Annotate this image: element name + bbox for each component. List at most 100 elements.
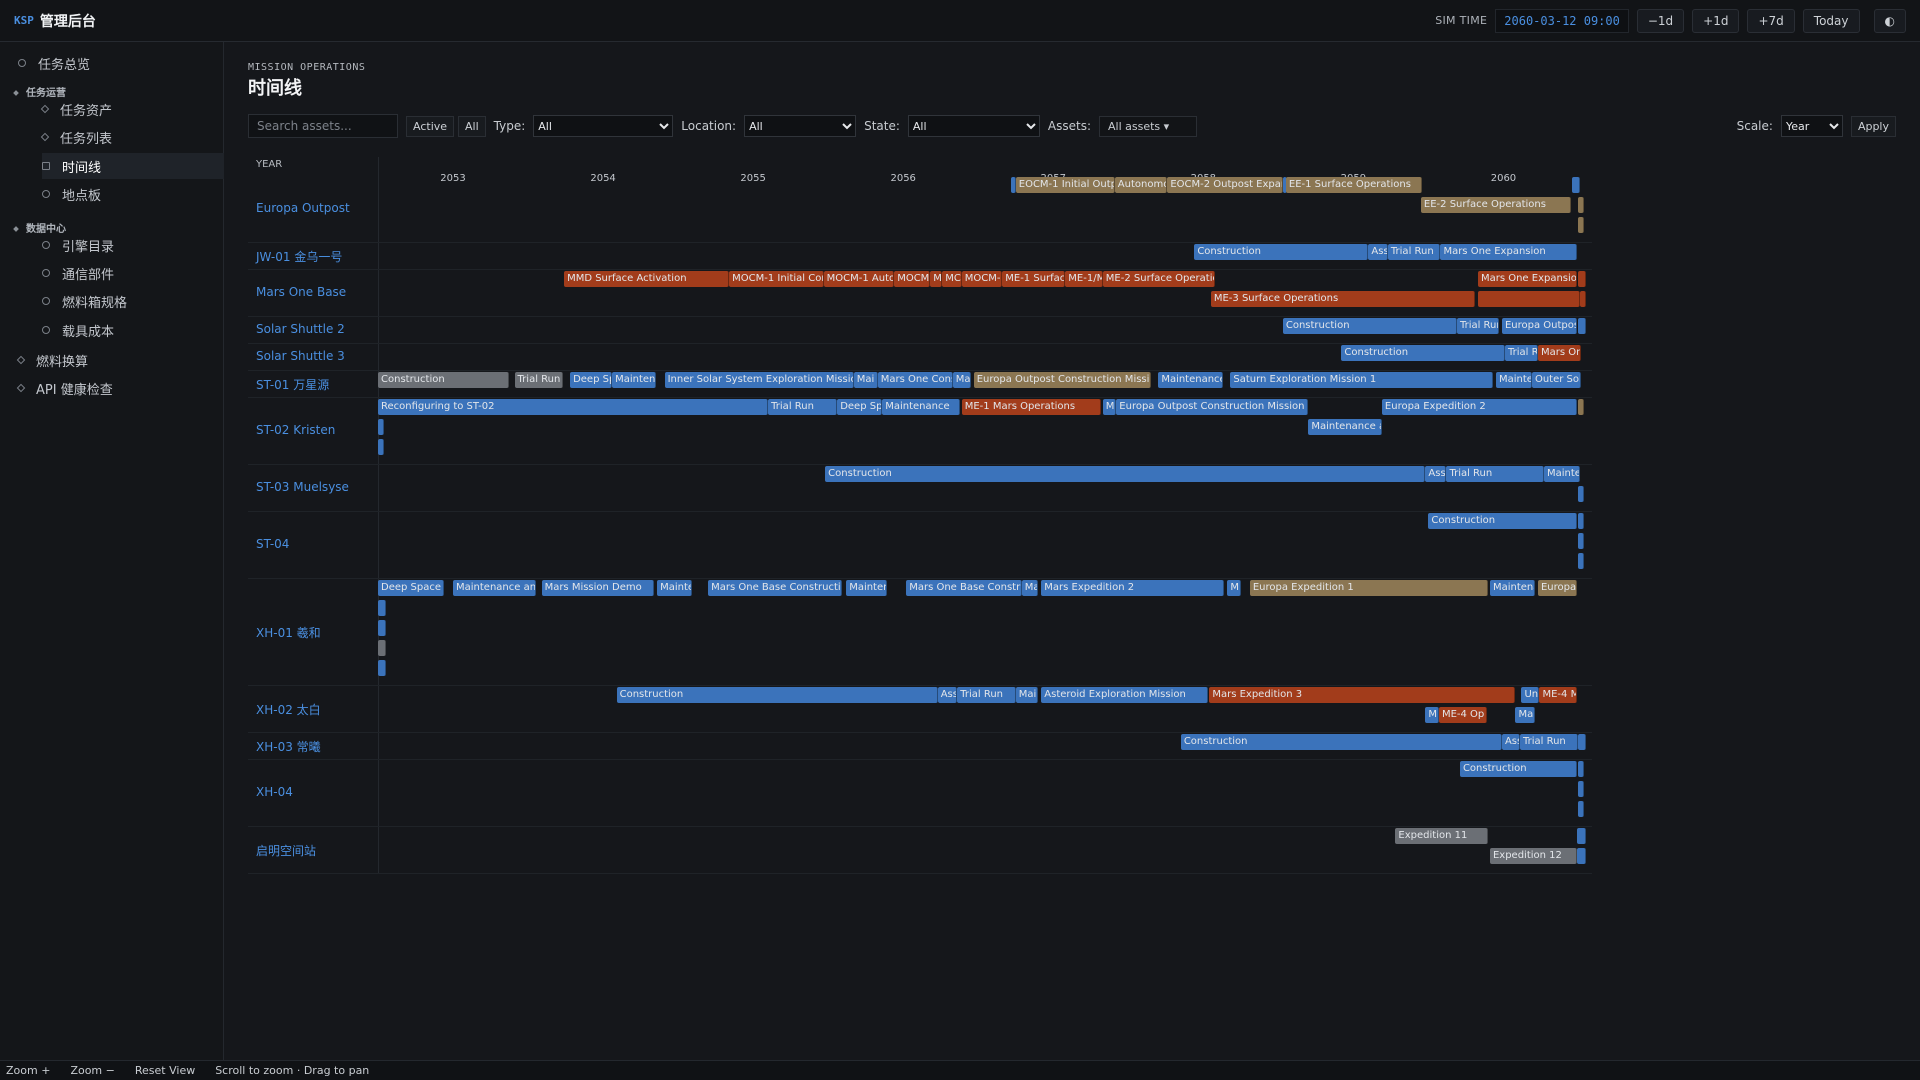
timeline-bar[interactable]: EE-2 Surface Operations xyxy=(1420,197,1571,213)
timeline-bar[interactable]: Asteroid Exploration Mission xyxy=(1041,687,1208,703)
timeline-bar[interactable] xyxy=(1579,291,1586,307)
timeline-bar[interactable]: MOCM-2 xyxy=(961,271,1003,287)
timeline-bar[interactable] xyxy=(1011,177,1016,193)
timeline-bar[interactable]: MMD Surface Activation xyxy=(564,271,730,287)
timeline-bar[interactable]: Saturn Exploration Mission 1 xyxy=(1230,372,1493,388)
timeline-bar[interactable]: Construction xyxy=(616,687,938,703)
location-select[interactable]: All xyxy=(744,115,857,137)
row-label[interactable]: Mars One Base xyxy=(256,284,347,299)
today-button[interactable]: Today xyxy=(1802,8,1860,33)
row-label[interactable]: ST-01 万星源 xyxy=(256,377,330,392)
timeline-bar[interactable] xyxy=(1477,291,1580,307)
timeline-bar[interactable]: M xyxy=(930,271,943,287)
nav-item[interactable]: 燃料换算 xyxy=(16,347,88,373)
step-day-button[interactable]: +1d xyxy=(1692,8,1740,33)
timeline-bar[interactable]: Construction xyxy=(1194,244,1369,260)
timeline-bar[interactable]: Ass xyxy=(1425,466,1447,482)
type-select[interactable]: All xyxy=(533,115,674,137)
filter-all[interactable]: All xyxy=(458,115,486,137)
assets-dropdown[interactable]: All assets ▾ xyxy=(1099,115,1197,137)
timeline-bar[interactable]: Trial Run xyxy=(1387,244,1441,260)
timeline-bar[interactable]: Mars One Base Construction xyxy=(906,580,1022,596)
nav-item[interactable]: 燃料箱规格 xyxy=(42,288,127,314)
nav-item[interactable]: 载具成本 xyxy=(42,317,114,343)
timeline-bar[interactable]: EE-1 Surface Operations xyxy=(1285,177,1423,193)
timeline-bar[interactable]: MOCM-1 Autonomous xyxy=(823,271,895,287)
nav-item[interactable]: 任务总览 xyxy=(18,50,90,76)
timeline-bar[interactable] xyxy=(1578,513,1585,529)
timeline-bar[interactable]: ME-2 Surface Operations xyxy=(1102,271,1216,287)
timeline-bar[interactable]: Construction xyxy=(378,372,509,388)
timeline-bar[interactable]: Europa Expedition 2 xyxy=(1381,399,1577,415)
timeline-bar[interactable] xyxy=(378,640,386,656)
timeline-bar[interactable]: Deep Space Test xyxy=(378,580,445,596)
timeline-bar[interactable]: Outer Solar xyxy=(1531,372,1582,388)
row-label[interactable]: XH-03 常曦 xyxy=(256,739,321,754)
timeline-bar[interactable]: Maintenance xyxy=(1489,580,1535,596)
row-label[interactable]: ST-02 Kristen xyxy=(256,422,336,437)
timeline-bar[interactable]: Trial Run xyxy=(768,399,838,415)
timeline-bar[interactable]: Ass xyxy=(937,687,958,703)
timeline-bar[interactable]: Maintenance xyxy=(657,580,692,596)
timeline-bar[interactable]: Europa Outpost Construction Mission 1 xyxy=(973,372,1151,388)
timeline-bar[interactable] xyxy=(1576,848,1586,864)
timeline-bar[interactable] xyxy=(378,620,386,636)
nav-group[interactable]: 数据中心 xyxy=(14,220,66,235)
filter-active[interactable]: Active xyxy=(406,115,455,137)
nav-item[interactable]: 地点板 xyxy=(42,181,101,207)
timeline-bar[interactable]: Trial Run xyxy=(1446,466,1544,482)
timeline-bar[interactable]: Mars One Base Construction M xyxy=(708,580,842,596)
timeline-bar[interactable]: Maintenance xyxy=(1543,466,1580,482)
timeline-bar[interactable]: Expedition 11 xyxy=(1395,828,1489,844)
state-select[interactable]: All xyxy=(907,115,1040,137)
step-week-button[interactable]: +7d xyxy=(1747,8,1795,33)
timeline-bar[interactable]: Construction xyxy=(1180,734,1502,750)
timeline-bar[interactable] xyxy=(1578,761,1585,777)
reset-view-button[interactable]: Reset View xyxy=(134,1064,196,1077)
timeline-bar[interactable]: Maintenance xyxy=(1158,372,1223,388)
timeline-bar[interactable] xyxy=(378,419,384,435)
timeline-bar[interactable]: Maintenance xyxy=(846,580,887,596)
timeline-bar[interactable]: Europa E xyxy=(1537,580,1577,596)
row-label[interactable]: 启明空间站 xyxy=(256,843,317,858)
timeline-bar[interactable]: Mars Mission Demo xyxy=(541,580,655,596)
timeline-bar[interactable]: Ma xyxy=(1515,707,1535,723)
timeline-bar[interactable]: Un xyxy=(1521,687,1540,703)
zoom-out-button[interactable]: Zoom − xyxy=(70,1064,115,1077)
timeline-bar[interactable] xyxy=(1578,399,1585,415)
timeline-bar[interactable]: Mars One Expansion xyxy=(1477,271,1577,287)
timeline-bar[interactable]: M xyxy=(1102,399,1117,415)
timeline-bar[interactable] xyxy=(1578,271,1586,287)
timeline-bar[interactable]: Mai xyxy=(853,372,878,388)
timeline-bar[interactable]: Inner Solar System Exploration Mission 1 xyxy=(664,372,854,388)
timeline-bar[interactable]: Construction xyxy=(1428,513,1577,529)
timeline-bar[interactable]: Trial Run xyxy=(1519,734,1579,750)
timeline-bar[interactable]: Ass xyxy=(1368,244,1388,260)
scale-select[interactable]: Year xyxy=(1780,115,1843,137)
timeline-bar[interactable] xyxy=(1578,801,1585,817)
timeline-bar[interactable]: ME-1 Mars Operations xyxy=(961,399,1102,415)
sim-time[interactable]: 2060-03-12 09:00 xyxy=(1495,8,1629,33)
timeline-bar[interactable]: Maintenance xyxy=(882,399,961,415)
timeline-bar[interactable]: Deep Space xyxy=(837,399,883,415)
row-label[interactable]: XH-01 羲和 xyxy=(256,625,321,640)
row-label[interactable]: ST-03 Muelsyse xyxy=(256,479,349,494)
nav-item-active[interactable]: 时间线 xyxy=(42,153,224,179)
theme-button[interactable]: ◐ xyxy=(1873,8,1906,33)
timeline-bar[interactable] xyxy=(1578,197,1585,213)
timeline-bar[interactable] xyxy=(1578,533,1585,549)
timeline-bar[interactable] xyxy=(1572,177,1580,193)
timeline-bar[interactable]: Mars Expedition 2 xyxy=(1041,580,1225,596)
timeline-bar[interactable]: Reconfiguring to ST-02 xyxy=(378,399,769,415)
timeline-bar[interactable]: Expedition 12 xyxy=(1489,848,1577,864)
timeline-bar[interactable]: EOCM-2 Outpost Expansion xyxy=(1167,177,1283,193)
timeline-bar[interactable]: Trial Run xyxy=(1504,345,1538,361)
timeline-bar[interactable]: Deep Space xyxy=(570,372,613,388)
timeline-bar[interactable]: Construction xyxy=(1341,345,1505,361)
timeline-bar[interactable]: Maintenance xyxy=(612,372,656,388)
timeline-bar[interactable]: Europa Expedition 1 xyxy=(1249,580,1489,596)
timeline-bar[interactable]: Mars One xyxy=(1537,345,1582,361)
timeline[interactable]: YEAR 20532054205520562057205820592060Eur… xyxy=(248,157,1592,877)
timeline-bar[interactable]: Ma xyxy=(952,372,971,388)
nav-item[interactable]: 通信部件 xyxy=(42,260,114,286)
